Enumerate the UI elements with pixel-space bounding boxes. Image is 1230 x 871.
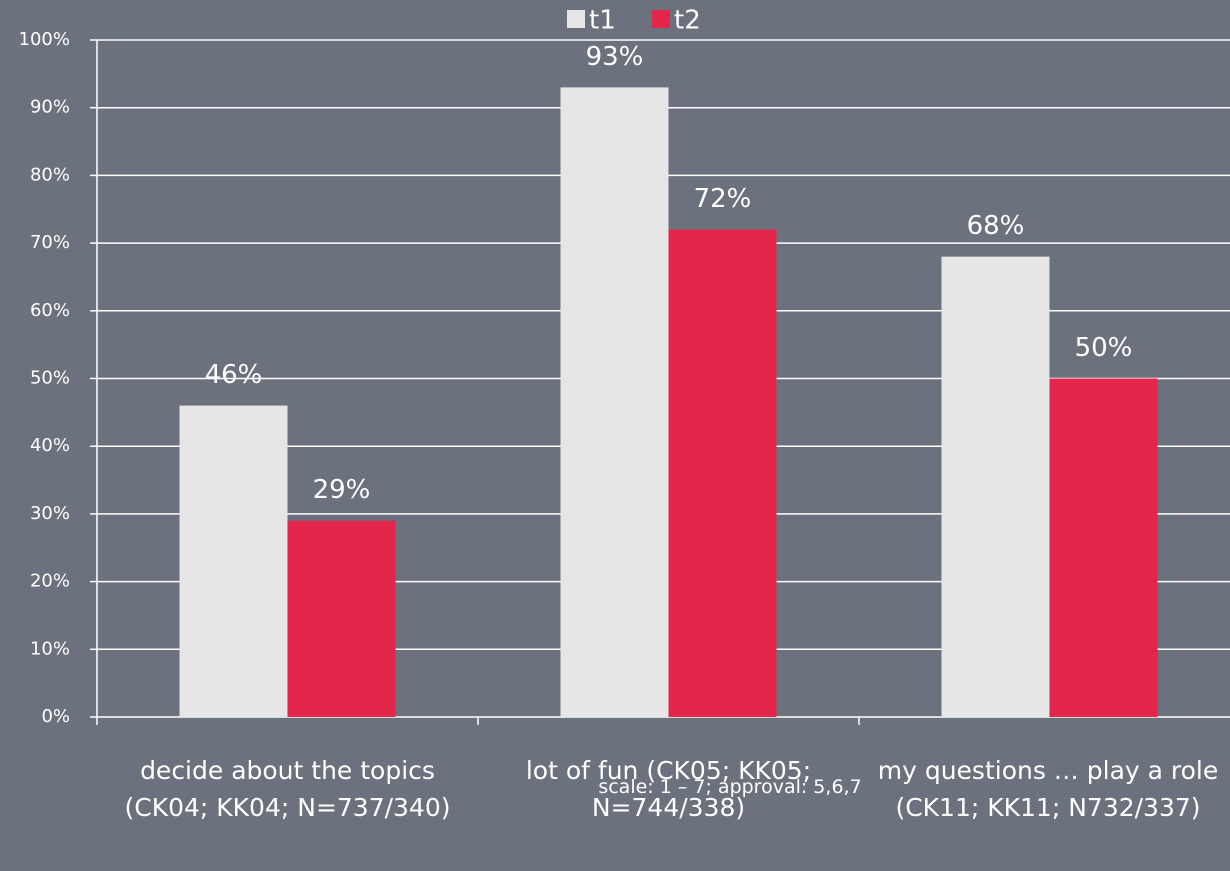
y-tick-label: 80% xyxy=(30,164,70,185)
y-tick-label: 90% xyxy=(30,97,70,118)
value-label: 68% xyxy=(967,211,1025,241)
bar xyxy=(560,87,669,717)
value-label: 72% xyxy=(694,184,752,214)
value-label: 93% xyxy=(586,42,644,72)
y-tick-label: 0% xyxy=(41,706,70,727)
y-tick-label: 100% xyxy=(19,29,70,50)
y-tick-label: 70% xyxy=(30,232,70,253)
y-tick-label: 50% xyxy=(30,368,70,389)
value-label: 50% xyxy=(1075,333,1133,363)
value-label: 29% xyxy=(313,475,371,505)
x-tick-label: my questions … play a role (CK11; KK11; … xyxy=(877,756,1219,822)
legend-label: t1 xyxy=(589,6,616,36)
bar xyxy=(668,229,777,717)
x-tick-label: decide about the topics (CK04; KK04; N=7… xyxy=(124,756,451,822)
bar xyxy=(287,520,396,717)
bar xyxy=(941,256,1050,717)
y-tick-label: 20% xyxy=(30,571,70,592)
annotation: scale: 1 – 7; approval: 5,6,7 xyxy=(598,776,862,798)
legend-swatch xyxy=(567,10,585,28)
y-tick-label: 60% xyxy=(30,300,70,321)
bar xyxy=(1049,378,1158,717)
y-tick-label: 40% xyxy=(30,435,70,456)
legend-label: t2 xyxy=(674,6,701,36)
y-tick-label: 10% xyxy=(30,638,70,659)
y-tick-label: 30% xyxy=(30,503,70,524)
bar xyxy=(179,405,288,717)
legend-swatch xyxy=(652,10,670,28)
value-label: 46% xyxy=(205,360,263,390)
x-tick-label: lot of fun (CK05; KK05; N=744/338) xyxy=(525,756,812,822)
